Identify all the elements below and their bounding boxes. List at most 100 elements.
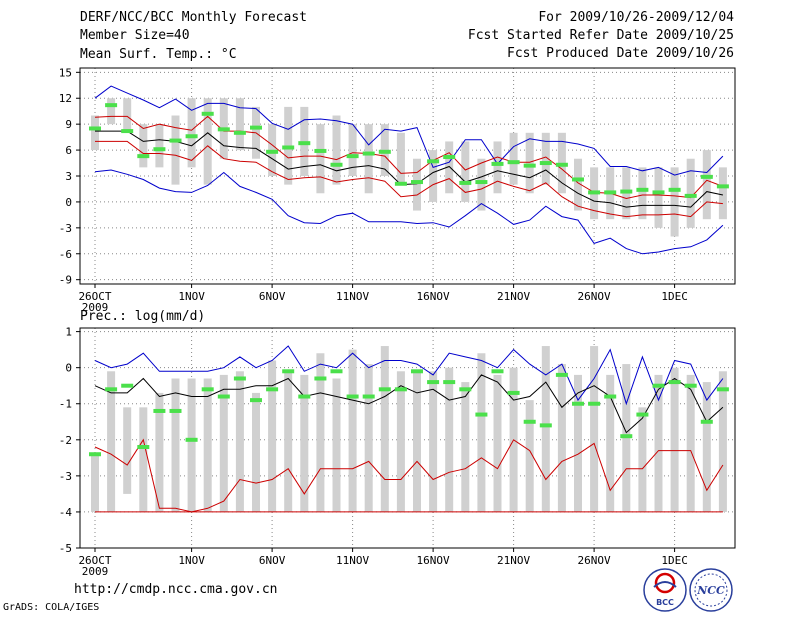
range-box [332,115,341,185]
observed-marker [346,394,359,399]
range-box [445,367,454,512]
range-box [461,141,470,202]
y-tick-label: -4 [59,506,73,519]
observed-marker [250,398,262,403]
observed-marker [507,390,520,395]
x-tick-label: 26NOV [578,554,611,567]
range-box [284,371,293,512]
observed-marker [716,387,729,392]
range-box [268,360,277,512]
panel-1-title: Mean Surf. Temp.: °C [80,47,237,62]
observed-marker [185,437,198,442]
y-tick-label: 6 [65,144,72,157]
range-box [606,374,615,512]
observed-marker [652,190,665,195]
observed-marker [652,383,665,388]
range-box [477,158,486,211]
observed-marker [153,147,166,152]
observed-marker [185,134,198,139]
observed-marker [443,154,456,159]
range-box [541,346,550,512]
observed-marker [572,401,584,406]
observed-marker [233,130,246,135]
range-box [525,400,534,512]
range-box [171,378,180,512]
range-box [235,371,244,512]
range-box [364,364,373,512]
range-box [123,407,132,494]
observed-marker [314,148,327,153]
range-box [654,374,663,512]
observed-marker [700,174,713,179]
range-box [155,124,164,168]
observed-marker [684,383,697,388]
observed-marker [105,103,118,108]
upper-spread-line [94,115,724,200]
observed-marker [298,394,311,399]
range-box [332,378,341,512]
x-tick-label: 16NOV [417,554,450,567]
range-box [187,98,196,168]
observed-marker [330,369,343,374]
y-tick-label: -5 [59,542,72,555]
observed-marker [362,151,375,156]
observed-marker [217,127,230,132]
range-box [107,98,116,125]
observed-marker [636,187,649,192]
source-url[interactable]: http://cmdp.ncc.cma.gov.cn [74,582,278,597]
x-tick-label: 1DEC [661,554,688,567]
y-tick-label: -3 [59,222,72,235]
range-box [461,382,470,512]
y-tick-label: -1 [59,398,72,411]
observed-marker [620,434,633,439]
range-box [348,124,357,176]
forecast-started-date: Fcst Started Refer Date 2009/10/25 [467,28,734,43]
observed-marker [636,412,649,417]
panel-1: Mean Surf. Temp.: °C15129630-3-6-926OCT2… [59,47,736,314]
observed-marker [137,154,150,159]
observed-marker [475,412,488,417]
observed-marker [282,369,295,374]
y-tick-label: -2 [59,434,72,447]
observed-marker [716,184,729,189]
x-tick-label: 21NOV [497,290,530,303]
range-box [123,98,132,133]
x-tick-label: 6NOV [259,290,286,303]
observed-marker [169,138,182,143]
observed-marker [346,154,359,159]
lower-bound-line [94,169,724,255]
observed-marker [539,423,552,428]
observed-marker [89,126,101,131]
observed-marker [427,159,440,164]
lower-spread-line [94,438,724,513]
y-tick-label: -6 [59,248,72,261]
y-tick-label: 15 [59,66,72,79]
observed-marker [523,419,536,424]
observed-marker [378,387,391,392]
observed-marker [330,162,343,167]
observed-marker [394,387,407,392]
range-box [686,374,695,512]
range-box [638,407,647,512]
observed-marker [217,394,230,399]
observed-marker [201,111,214,116]
range-box [139,124,148,168]
x-tick-label: 26OCT [78,554,111,567]
observed-marker [555,162,568,167]
observed-marker [121,129,134,134]
x-tick-label: 21NOV [497,554,530,567]
forecast-produced-date: Fcst Produced Date 2009/10/26 [507,46,734,61]
grads-credit: GrADS: COLA/IGES [3,602,100,613]
x-tick-label: 1NOV [178,554,205,567]
x-tick-label: 26NOV [578,290,611,303]
range-box [509,132,518,185]
range-box [396,371,405,512]
range-box [541,132,550,185]
y-tick-label: -3 [59,470,72,483]
y-tick-label: -9 [59,274,72,287]
observed-marker [282,145,295,150]
observed-marker [250,125,262,130]
range-box [493,374,502,512]
upper-bound-line [94,345,724,406]
range-box [91,115,99,151]
